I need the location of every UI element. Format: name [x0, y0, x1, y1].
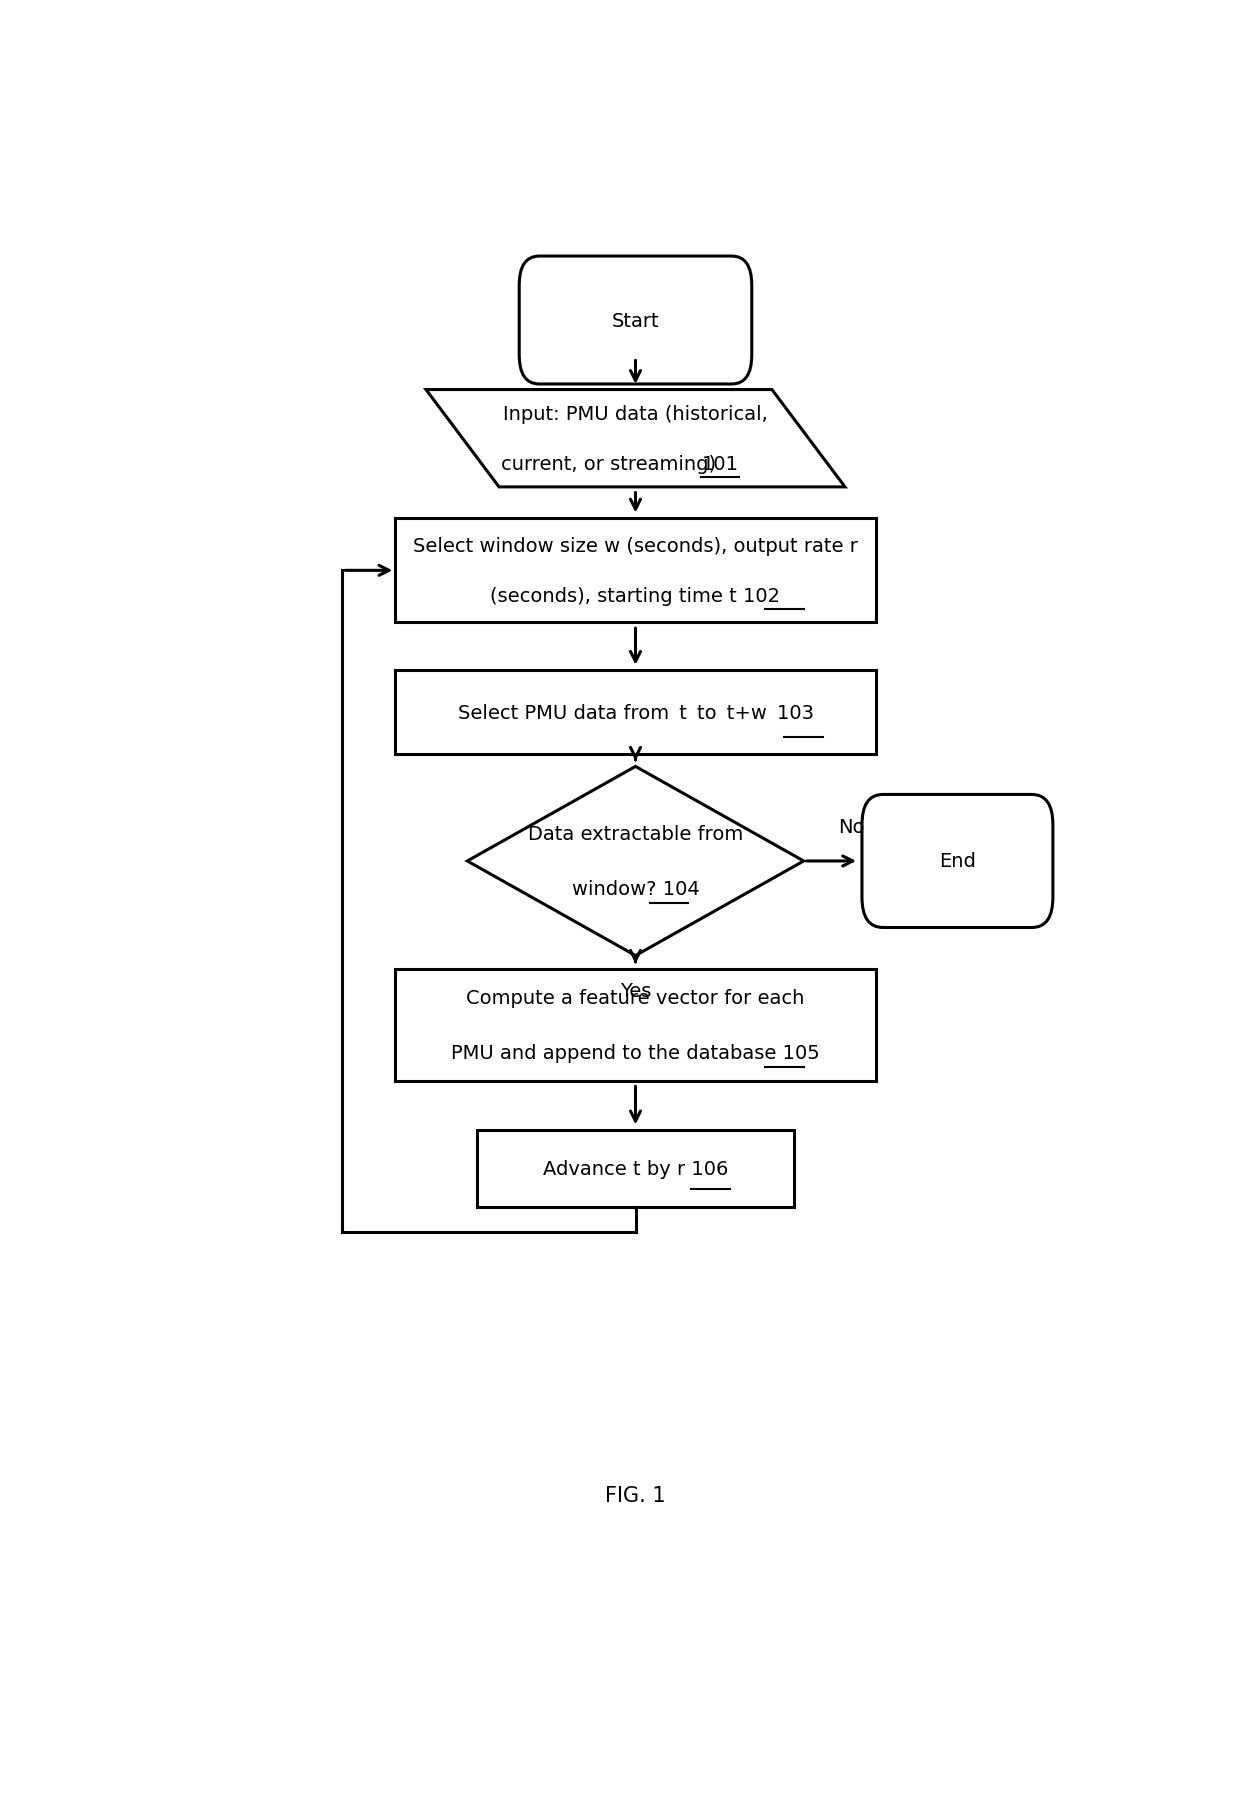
- Bar: [396, 969, 875, 1081]
- Text: window? 104: window? 104: [572, 879, 699, 899]
- Text: Advance t by r 106: Advance t by r 106: [543, 1159, 728, 1179]
- Text: No: No: [838, 818, 866, 836]
- Bar: [477, 1130, 794, 1208]
- Text: Select PMU data from  t  to  t+w  103: Select PMU data from t to t+w 103: [458, 704, 813, 722]
- Text: (seconds), starting time t 102: (seconds), starting time t 102: [491, 587, 780, 605]
- Text: FIG. 1: FIG. 1: [605, 1486, 666, 1505]
- Text: current, or streaming): current, or streaming): [501, 455, 722, 473]
- Text: Data extractable from: Data extractable from: [528, 825, 743, 843]
- Polygon shape: [467, 767, 804, 957]
- Text: Start: Start: [611, 310, 660, 330]
- Text: Select window size w (seconds), output rate r: Select window size w (seconds), output r…: [413, 536, 858, 556]
- Bar: [396, 671, 875, 754]
- Text: 101: 101: [702, 455, 739, 473]
- FancyBboxPatch shape: [862, 794, 1053, 928]
- Text: Yes: Yes: [620, 980, 651, 1000]
- Text: End: End: [939, 852, 976, 872]
- Text: PMU and append to the database 105: PMU and append to the database 105: [451, 1043, 820, 1063]
- Bar: [396, 518, 875, 623]
- Polygon shape: [427, 390, 844, 487]
- Text: Compute a feature vector for each: Compute a feature vector for each: [466, 987, 805, 1007]
- Text: Input: PMU data (historical,: Input: PMU data (historical,: [503, 404, 768, 424]
- FancyBboxPatch shape: [520, 256, 751, 384]
